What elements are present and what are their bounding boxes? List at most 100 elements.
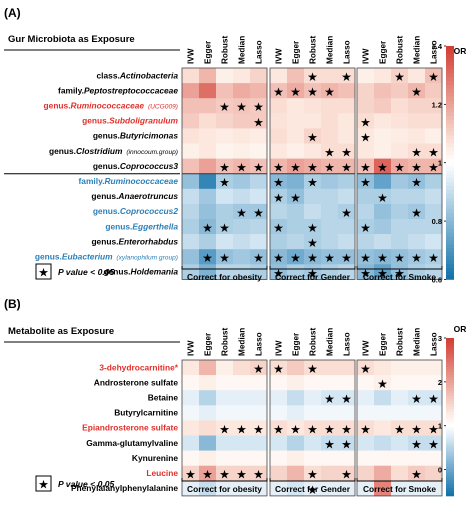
heatmap-cell	[270, 128, 288, 144]
row-label: class.Actinobacteria	[97, 70, 179, 80]
heatmap-cell	[338, 143, 356, 159]
colorbar-step	[446, 96, 454, 101]
colorbar-tick-label: 1.2	[432, 100, 442, 109]
heatmap-cell	[199, 480, 217, 497]
panel-label: (A)	[4, 6, 21, 20]
heatmap-cell	[233, 143, 251, 159]
heatmap-cell	[357, 143, 375, 159]
heatmap-cell	[270, 83, 288, 99]
heatmap-cell	[408, 128, 426, 144]
heatmap-cell	[199, 113, 217, 129]
heatmap-cell	[216, 219, 234, 235]
significance-star: ★	[411, 392, 422, 406]
heatmap-cell	[270, 249, 288, 265]
significance-star: ★	[273, 362, 284, 376]
heatmap-cell	[408, 143, 426, 159]
significance-star: ★	[394, 251, 405, 265]
colorbar-step	[446, 398, 454, 402]
colorbar-title: OR	[454, 46, 467, 56]
heatmap-cell	[425, 83, 443, 99]
colorbar-step	[446, 480, 454, 484]
colorbar-tick-label: 0.8	[432, 217, 442, 226]
significance-star: ★	[324, 251, 335, 265]
colorbar-step	[446, 61, 454, 66]
heatmap-cell	[391, 375, 409, 391]
colorbar-step	[446, 178, 454, 183]
significance-star: ★	[219, 221, 230, 235]
colorbar-title: OR	[454, 324, 467, 334]
colorbar-step	[446, 197, 454, 202]
heatmap-cell	[357, 405, 375, 421]
significance-star: ★	[360, 176, 371, 190]
significance-star: ★	[273, 251, 284, 265]
colorbar-step	[446, 57, 454, 62]
colorbar-step	[446, 453, 454, 457]
heatmap-cell	[374, 249, 392, 265]
heatmap-cell	[287, 98, 305, 114]
colorbar-step	[446, 493, 454, 497]
colorbar-step	[446, 340, 454, 344]
significance-star: ★	[360, 115, 371, 129]
heatmap-cell	[374, 173, 392, 190]
heatmap-cell	[374, 360, 392, 376]
heatmap-cell	[216, 188, 234, 205]
heatmap-cell	[321, 450, 339, 466]
heatmap-cell	[408, 68, 426, 84]
heatmap-cell	[425, 450, 443, 466]
colorbar-step	[446, 81, 454, 86]
significance-star: ★	[253, 206, 264, 220]
significance-star: ★	[341, 392, 352, 406]
row-label-name: Ruminococcaceae	[71, 100, 145, 110]
row-label-prefix: genus.	[93, 206, 120, 216]
significance-star: ★	[307, 161, 318, 175]
heatmap-cell	[199, 68, 217, 84]
row-label: Betaine	[148, 392, 179, 402]
colorbar-step	[446, 84, 454, 90]
heatmap-cell	[250, 68, 268, 84]
row-label: Phenylalanylphenylalanine	[71, 483, 178, 493]
row-label: Kynurenine	[132, 453, 178, 463]
heatmap-cell	[250, 143, 268, 159]
colorbar-step	[446, 244, 454, 249]
heatmap-cell	[391, 420, 409, 436]
row-label: Leucine	[146, 468, 178, 478]
colorbar-step	[446, 248, 454, 253]
method-label: IVW	[275, 340, 284, 356]
colorbar-tick-label: 1	[438, 422, 442, 431]
row-label: genus.Clostridium (innocoum.group)	[49, 146, 178, 156]
heatmap-cell	[270, 219, 288, 235]
colorbar-step	[446, 427, 454, 431]
heatmap-cell	[357, 360, 375, 376]
colorbar-step	[446, 338, 454, 342]
colorbar-step	[446, 382, 454, 386]
heatmap-cell	[233, 420, 251, 436]
colorbar-step	[446, 221, 454, 226]
heatmap-cell	[357, 450, 375, 466]
heatmap-cell	[374, 375, 392, 391]
heatmap-cell	[391, 203, 409, 220]
heatmap-cell	[182, 173, 200, 190]
significance-star: ★	[273, 221, 284, 235]
heatmap-cell	[338, 173, 356, 190]
heatmap-cell	[199, 173, 217, 190]
significance-star: ★	[377, 161, 388, 175]
heatmap-cell	[338, 450, 356, 466]
heatmap-cell	[250, 158, 268, 174]
heatmap-cell	[182, 360, 200, 376]
colorbar-step	[446, 108, 454, 113]
heatmap-cell	[338, 360, 356, 376]
heatmap-cell	[250, 173, 268, 190]
row-label-name: Phenylalanylphenylalanine	[71, 483, 178, 493]
heatmap-cell	[182, 480, 200, 497]
heatmap-cell	[287, 68, 305, 84]
heatmap-cell	[250, 128, 268, 144]
heatmap-cell	[216, 98, 234, 114]
heatmap-cell	[321, 143, 339, 159]
colorbar-step	[446, 131, 454, 136]
heatmap-cell	[425, 128, 443, 144]
row-label: genus.Subdoligranulum	[82, 116, 178, 126]
heatmap-cell	[216, 249, 234, 265]
heatmap-cell	[321, 68, 339, 84]
heatmap-cell	[374, 113, 392, 129]
significance-star: ★	[307, 85, 318, 99]
